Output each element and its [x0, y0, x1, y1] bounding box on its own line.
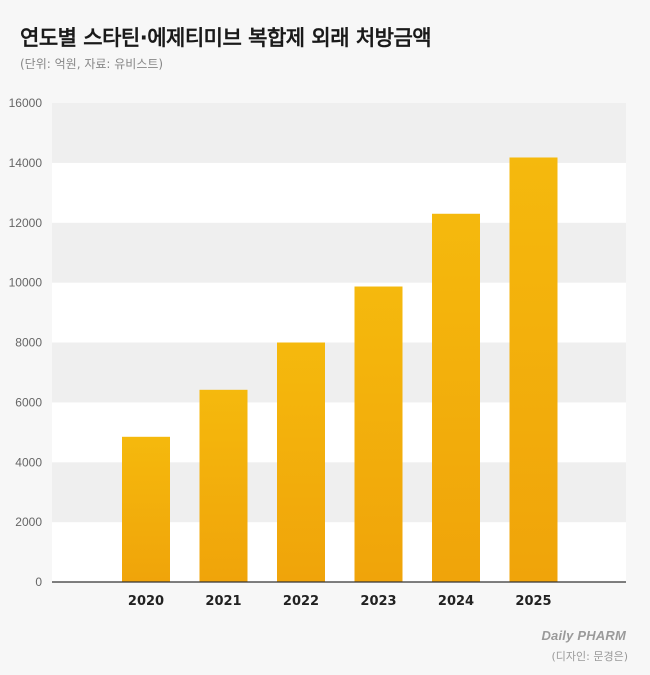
chart-subtitle: (단위: 억원, 자료: 유비스트)	[20, 57, 164, 71]
daily-pharm-logo: Daily PHARM	[541, 628, 626, 643]
bar-2022	[277, 342, 325, 582]
y-tick-label: 4000	[15, 455, 42, 469]
bars	[122, 157, 558, 583]
bar-2023	[354, 286, 403, 582]
y-tick-label: 0	[35, 575, 42, 589]
x-tick-label: 2021	[205, 594, 241, 609]
x-tick-label: 2025	[515, 594, 551, 609]
y-tick-label: 12000	[9, 216, 43, 230]
designer-credit: (디자인: 문경은)	[551, 650, 628, 663]
y-tick-label: 8000	[15, 336, 42, 350]
y-axis-ticks: 0 2000 4000 6000 8000 10000 12000 14000 16000	[9, 96, 43, 589]
x-tick-label: 2020	[128, 594, 164, 609]
bar-2024	[432, 213, 480, 583]
x-axis-ticks: 2020 2021 2022 2023 2024 2025	[128, 594, 552, 609]
grid-band	[52, 103, 626, 163]
bar-2020	[122, 436, 170, 582]
y-tick-label: 10000	[9, 276, 43, 290]
x-tick-label: 2024	[438, 594, 474, 609]
bar-2021	[199, 389, 248, 582]
y-tick-label: 16000	[9, 96, 43, 110]
y-tick-label: 2000	[15, 515, 42, 529]
y-tick-label: 14000	[9, 156, 43, 170]
x-tick-label: 2022	[283, 594, 319, 609]
chart-title: 연도별 스타틴·에제티미브 복합제 외래 처방금액	[20, 26, 432, 50]
bar-2025	[509, 157, 558, 582]
y-tick-label: 6000	[15, 395, 42, 409]
x-tick-label: 2023	[360, 594, 396, 609]
